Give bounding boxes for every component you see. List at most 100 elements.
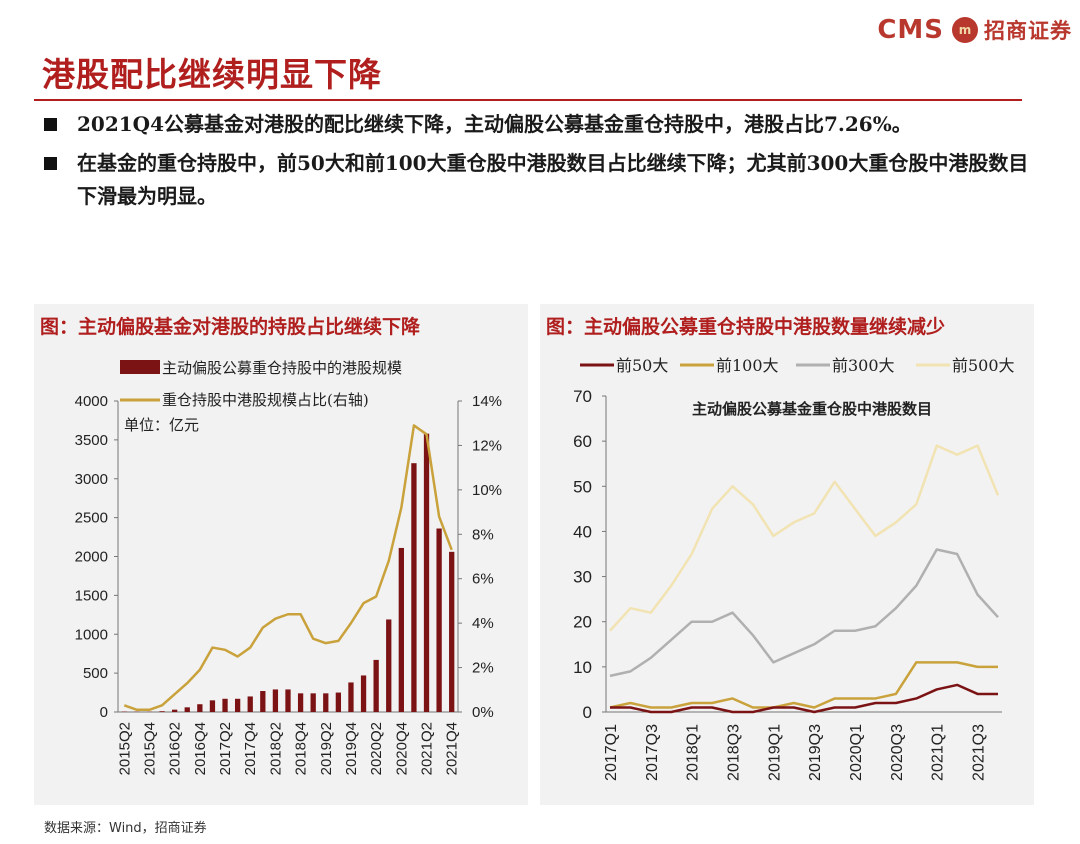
square-bullet-icon: [44, 157, 57, 170]
bar-2020Q1: [360, 675, 367, 712]
x-tick-label: 2017Q1: [603, 724, 620, 781]
bullet-item: 在基金的重仓持股中，前50大和前100大重仓股中港股数目占比继续下降；尤其前30…: [44, 147, 1034, 213]
x-tick-label: 2021Q3: [971, 724, 988, 781]
bar-2016Q2: [172, 709, 178, 712]
x-tick-label: 2019Q2: [318, 722, 335, 775]
y-tick-label: 70: [573, 387, 592, 406]
bar-2017Q4: [247, 696, 253, 712]
bar-2018Q4: [297, 693, 304, 712]
y-tick-label: 10: [573, 658, 592, 677]
x-tick-label: 2015Q2: [116, 722, 133, 775]
chart-title: 图：主动偏股公募重仓持股中港股数量继续减少: [546, 316, 946, 338]
legend-label-top300: 前300大: [832, 356, 895, 375]
bullet-item: 2021Q4公募基金对港股的配比继续下降，主动偏股公募基金重仓持股中，港股占比7…: [44, 108, 1034, 141]
y-tick-label-left: 2000: [75, 549, 108, 566]
legend-label-line: 重仓持股中港股规模占比(右轴): [162, 391, 369, 409]
chart-panel-hk-count: 图：主动偏股公募重仓持股中港股数量继续减少 0 10 20 30 40 50 60 70 201…: [540, 304, 1034, 805]
x-tick-label: 2017Q2: [217, 722, 234, 775]
legend-label-bar: 主动偏股公募重仓持股中的港股规模: [162, 359, 402, 377]
chart-title: 图：主动偏股基金对港股的持股占比继续下降: [40, 316, 421, 338]
hk-count-chart: 0 10 20 30 40 50 60 70 2017Q1 2017Q3 2018Q1 2018Q3 2…: [573, 356, 1015, 781]
x-tick-label: 2019Q3: [807, 724, 824, 781]
x-tick-label: 2020Q3: [889, 724, 906, 781]
line-top300: [609, 548, 999, 678]
y-tick-label-right: 8%: [472, 526, 494, 543]
hk-share-chart: 0 500 1000 1500 2000 2500 3000 3500 4000 0% 2% 4% 6%…: [75, 359, 502, 775]
y-tick-label-left: 2500: [75, 510, 108, 527]
x-tick-label: 2017Q4: [242, 722, 259, 775]
line-top500: [609, 444, 1000, 632]
bar-2018Q3: [285, 689, 291, 712]
y-tick-label-right: 14%: [472, 393, 502, 410]
y-tick-label-left: 1500: [75, 587, 108, 604]
y-tick-label-left: 0: [100, 704, 108, 721]
bar-2019Q4: [348, 682, 354, 712]
legend-label-top50: 前50大: [616, 356, 668, 375]
x-tick-label: 2020Q1: [848, 724, 865, 781]
y-tick-label-left: 500: [83, 665, 108, 682]
bar-2019Q2: [323, 693, 329, 712]
bar-2016Q1: [159, 711, 165, 712]
y-tick-label-right: 10%: [472, 482, 502, 499]
logo-cms-text: CMS: [877, 15, 944, 45]
x-tick-label: 2021Q1: [930, 724, 947, 781]
bar-2016Q3: [184, 707, 190, 712]
bullet-text: 在基金的重仓持股中，前50大和前100大重仓股中港股数目占比继续下降；尤其前30…: [77, 151, 1029, 208]
bullet-list: 2021Q4公募基金对港股的配比继续下降，主动偏股公募基金重仓持股中，港股占比7…: [44, 108, 1034, 219]
bar-2018Q2: [272, 689, 279, 712]
x-tick-label: 2017Q3: [644, 724, 661, 781]
data-source: 数据来源：Wind，招商证券: [44, 821, 207, 836]
bar-2020Q2: [373, 659, 379, 712]
bar-2019Q1: [310, 693, 316, 712]
unit-label: 单位：亿元: [124, 416, 199, 434]
bar-2017Q3: [234, 698, 241, 712]
page-title: 港股配比继续明显下降: [42, 55, 382, 94]
x-tick-label: 2018Q3: [726, 724, 743, 781]
bar-2021Q1: [411, 463, 417, 712]
y-tick-label: 30: [573, 568, 592, 587]
x-tick-label: 2015Q4: [141, 722, 158, 775]
title-divider: [34, 99, 1022, 101]
y-tick-label-right: 2%: [472, 660, 494, 677]
y-tick-label: 40: [573, 522, 592, 541]
y-tick-label-left: 3500: [75, 432, 108, 449]
y-tick-label: 60: [573, 432, 592, 451]
y-tick-label-right: 4%: [472, 615, 494, 632]
bar-2017Q1: [209, 700, 216, 712]
bar-2020Q3: [386, 619, 392, 712]
y-tick-label-right: 0%: [472, 704, 494, 721]
y-tick-label-left: 1000: [75, 626, 108, 643]
bar-2021Q3: [436, 528, 442, 712]
x-tick-label: 2020Q2: [368, 722, 385, 775]
inner-chart-title: 主动偏股公募基金重仓股中港股数目: [692, 400, 932, 418]
logo-mark-icon: m: [952, 17, 978, 43]
bar-2019Q3: [335, 692, 342, 712]
y-tick-label: 20: [573, 613, 592, 632]
y-tick-label: 0: [583, 703, 592, 722]
x-tick-label: 2018Q2: [267, 722, 284, 775]
logo-cn-text: 招商证券: [984, 19, 1072, 43]
legend-label-top100: 前100大: [716, 356, 779, 375]
x-tick-label: 2018Q1: [685, 724, 702, 781]
square-bullet-icon: [44, 118, 57, 131]
bar-2020Q4: [398, 547, 404, 712]
y-tick-label-left: 4000: [75, 393, 108, 410]
bullet-text: 2021Q4公募基金对港股的配比继续下降，主动偏股公募基金重仓持股中，港股占比7…: [77, 112, 912, 136]
bar-2017Q2: [222, 698, 228, 712]
x-tick-label: 2016Q4: [192, 722, 209, 775]
share-line: [123, 424, 453, 712]
y-tick-label: 50: [573, 477, 592, 496]
x-tick-label: 2016Q2: [167, 722, 184, 775]
y-tick-label-right: 6%: [472, 571, 494, 588]
y-tick-label-left: 3000: [75, 471, 108, 488]
bar-2018Q1: [260, 691, 266, 712]
x-tick-label: 2019Q4: [343, 722, 360, 775]
bar-2016Q4: [197, 704, 203, 712]
x-tick-label: 2021Q2: [419, 722, 436, 775]
bar-2021Q4: [449, 551, 455, 712]
x-tick-label: 2021Q4: [444, 722, 461, 775]
legend-label-top500: 前500大: [952, 356, 1015, 375]
brand-logo: CMS m 招商证券: [877, 12, 1072, 48]
legend-swatch-bar: [120, 360, 160, 374]
x-tick-label: 2018Q4: [293, 722, 310, 775]
